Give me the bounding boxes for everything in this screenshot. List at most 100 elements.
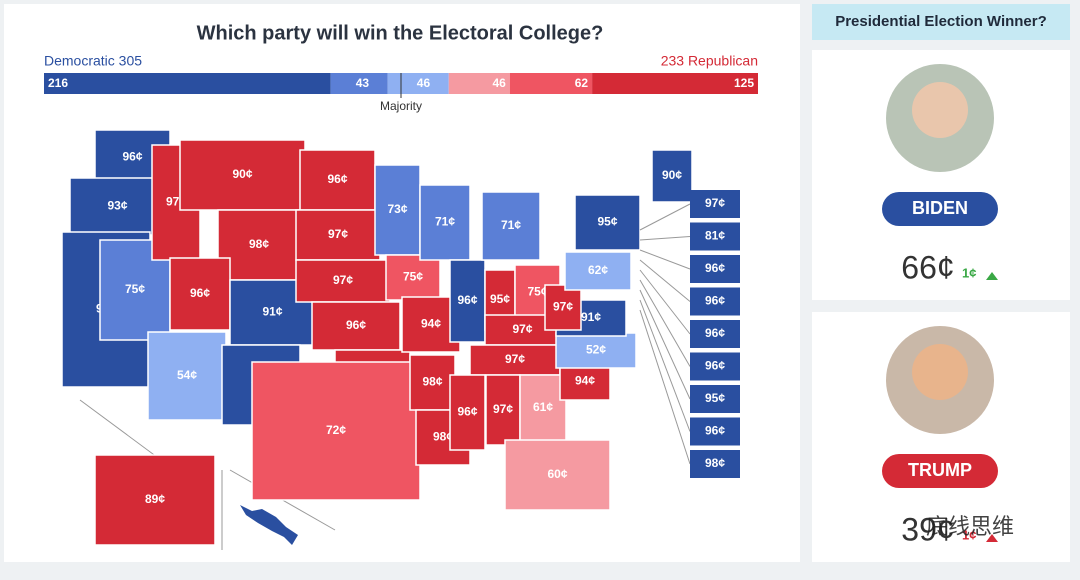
state-price: 60¢ [547,467,567,481]
state-price: 71¢ [501,218,521,232]
segment-label: 46 [417,76,431,90]
state [559,362,611,401]
state-price: 94¢ [421,317,441,331]
watermark: 底线思维 [926,514,1014,539]
leader-line [639,203,691,231]
state-price: 96¢ [346,318,366,332]
state-price: 89¢ [145,492,165,506]
majority-label: Majority [380,99,422,113]
dem-label: Democratic 305 [44,53,142,69]
state-price: 96¢ [705,294,725,308]
candidate-button[interactable] [882,192,998,226]
state [544,284,582,331]
state [69,177,166,236]
seat-bar: 216 43 46 46 62 125 [44,73,758,98]
state-price: 97¢ [493,402,513,416]
state-price: 62¢ [588,263,608,277]
price-change: 1¢ [962,527,976,542]
state-price: 97¢ [512,322,532,336]
leader-line [639,289,691,400]
state-price: 54¢ [177,368,197,382]
candidate-name: BIDEN [912,198,968,218]
segment-label: 125 [734,76,754,90]
state [574,194,641,251]
state-price: 96¢ [327,172,347,186]
state [147,331,227,421]
candidate-price: 66¢ [901,249,954,285]
state [651,149,693,203]
small-state [690,352,740,381]
segment-label: 46 [492,76,506,90]
state [94,454,216,546]
change-arrow [986,534,998,542]
small-state [690,385,740,413]
candidate-price: 39¢ [901,511,954,547]
bar-segment [387,73,449,94]
state-price: 98¢ [705,456,725,470]
state-price: 95¢ [597,215,617,229]
small-state [690,222,740,251]
leader-line [639,309,691,465]
title: Which party will win the Electoral Colle… [197,22,604,44]
sidebar-title: Presidential Election Winner? [835,13,1047,30]
state [449,374,486,451]
small-state [690,287,740,316]
state-price: 75¢ [527,285,547,299]
state-price: 75¢ [403,270,423,284]
bar-segment [592,73,758,94]
state-price: 97¢ [553,300,573,314]
bar-segment [509,73,593,94]
state-price: 91¢ [581,310,601,324]
candidate-cards: BIDEN 66¢ 1¢ TRUMP 39¢ 1¢ [812,50,1070,562]
state [374,164,421,256]
state-price: 96¢ [705,261,725,275]
state [311,301,401,351]
state-price: 72¢ [326,423,346,437]
state-price: 73¢ [387,202,407,216]
bar-segment [44,73,331,94]
state [385,254,441,301]
state-price: 93¢ [107,199,127,213]
candidate-name: TRUMP [908,460,972,480]
state-price: 96¢ [457,293,477,307]
state-price: 95¢ [490,292,510,306]
state [449,259,486,343]
state-price: 97¢ [505,352,525,366]
leader-line [639,299,691,432]
state-price: 98¢ [422,375,442,389]
state [299,149,376,211]
state [251,361,421,501]
state-price: 97¢ [333,273,353,287]
state-price: 90¢ [662,168,682,182]
state-price: 98¢ [249,237,269,251]
state [485,374,521,446]
state [481,191,541,261]
state-price: 96¢ [705,359,725,373]
segment-label: 62 [575,76,589,90]
bar-segment [448,73,510,94]
bar-segment [330,73,388,94]
candidate-face [912,82,968,138]
candidate-button[interactable] [882,454,998,488]
state [419,184,471,261]
candidate-face [912,344,968,400]
price-change: 1¢ [962,265,976,280]
hawaii [240,505,298,545]
state-price: 98¢ [433,430,453,444]
state-price: 61¢ [533,400,553,414]
state-price: 91¢ [262,305,282,319]
change-arrow [986,272,998,280]
small-state [690,417,740,446]
leader-line [639,279,691,367]
state [409,354,456,411]
segment-label: 43 [356,76,370,90]
state-price: 96¢ [457,405,477,419]
state-price: 97¢ [328,227,348,241]
state [564,251,632,291]
small-state [690,320,740,348]
leader-line [639,236,691,241]
map: 96¢ 93¢ 96¢ 75¢ 97¢ 90¢ 98¢ 96¢ 54¢ 91¢ 91¢ 96¢ 97¢ 9… [61,129,740,550]
leader-line [639,269,691,335]
small-state [690,255,740,283]
sidebar-header [812,4,1070,40]
